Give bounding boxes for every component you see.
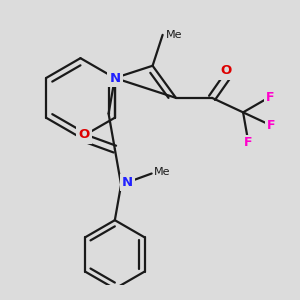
Text: N: N <box>122 176 133 189</box>
Text: F: F <box>267 119 275 132</box>
Text: O: O <box>220 64 232 77</box>
Text: F: F <box>244 136 253 149</box>
Text: F: F <box>266 91 274 103</box>
Text: O: O <box>79 128 90 142</box>
Text: Me: Me <box>166 30 182 40</box>
Text: Me: Me <box>153 167 170 177</box>
Text: N: N <box>109 71 120 85</box>
